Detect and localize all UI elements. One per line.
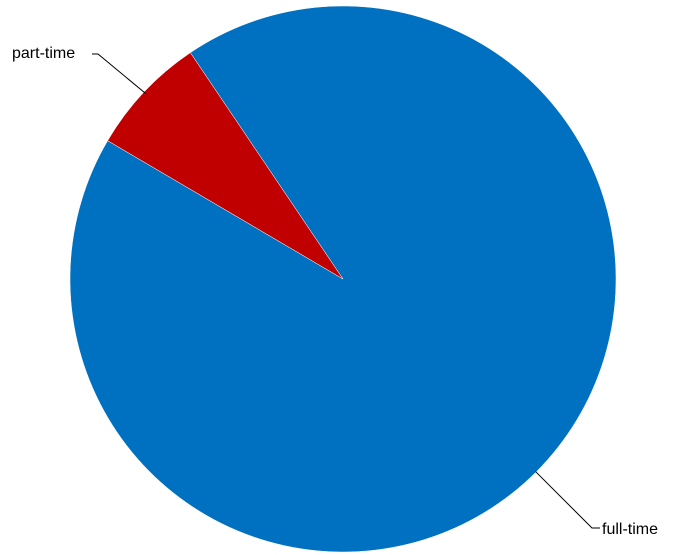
pie-labels: full-time part-time bbox=[12, 45, 658, 538]
slice-label-full-time: full-time bbox=[602, 521, 658, 538]
leader-line-part-time bbox=[92, 53, 146, 94]
slice-label-part-time: part-time bbox=[12, 45, 75, 62]
leader-line-full-time bbox=[534, 470, 600, 529]
pie-slices bbox=[69, 5, 617, 553]
